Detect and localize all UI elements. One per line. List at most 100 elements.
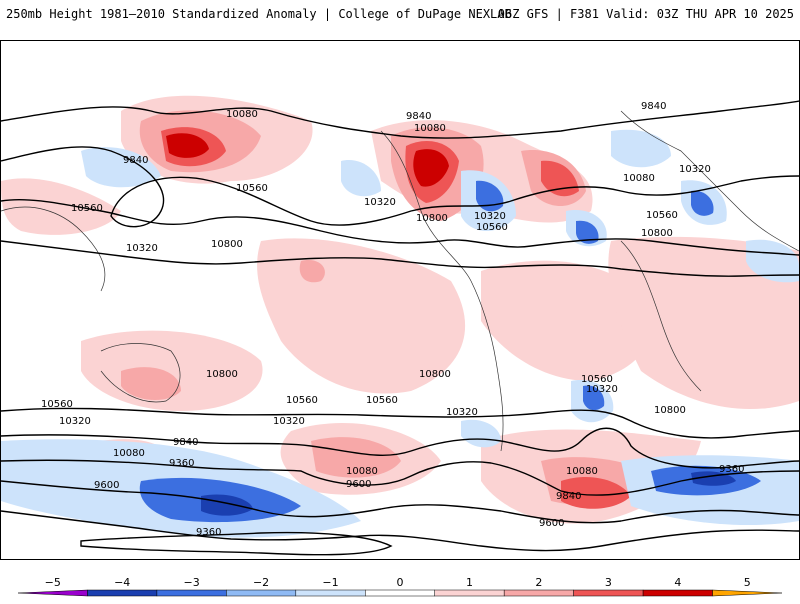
anomaly-region — [81, 147, 161, 188]
contour-label: 10320 — [59, 416, 91, 427]
colorbar-segment — [712, 589, 783, 597]
coastline — [620, 240, 702, 392]
colorbar-segment — [642, 589, 713, 597]
anomaly-region — [413, 149, 449, 187]
colorbar-segment — [295, 589, 366, 597]
anomaly-region — [481, 260, 653, 381]
anomaly-region — [608, 236, 799, 410]
coastlines — [1, 110, 799, 452]
colorbar-svg — [17, 589, 783, 597]
contour-line — [1, 480, 799, 524]
contour-label: 10320 — [126, 243, 158, 254]
anomaly-region — [561, 476, 631, 509]
colorbar-segment — [365, 589, 435, 597]
contour-line — [1, 407, 799, 439]
colorbar-segment — [156, 589, 227, 597]
anomaly-region — [746, 239, 799, 283]
contour-label: 10080 — [566, 466, 598, 477]
colorbar-tick-label: 4 — [674, 576, 682, 589]
height-contours — [1, 100, 799, 556]
contour-label: 9360 — [169, 458, 194, 469]
colorbar-segment — [573, 589, 644, 597]
contour-label: 10080 — [346, 466, 378, 477]
contour-label: 10320 — [586, 384, 618, 395]
colorbar-tick-label: −3 — [183, 576, 200, 589]
contour-label: 10320 — [364, 197, 396, 208]
contour-label: 10800 — [419, 369, 451, 380]
coastline — [1, 206, 106, 292]
contour-label: 9360 — [719, 464, 744, 475]
anomaly-map: 10080 9840 10320 10560 10560 10800 9840 … — [0, 40, 800, 560]
coastline — [100, 343, 181, 403]
anomaly-region — [166, 133, 209, 158]
anomaly-region — [121, 367, 181, 401]
colorbar-tick-label: −5 — [44, 576, 61, 589]
contour-line — [1, 146, 799, 228]
contour-line — [1, 427, 799, 469]
contour-label: 10080 — [623, 173, 655, 184]
contour-label: 10800 — [416, 213, 448, 224]
contour-label: 9600 — [94, 480, 119, 491]
contour-label: 10080 — [414, 123, 446, 134]
contour-label: 10800 — [206, 369, 238, 380]
contour-label: 9840 — [406, 111, 431, 122]
anomaly-region — [299, 260, 325, 283]
map-canvas: 10080 9840 10320 10560 10560 10800 9840 … — [1, 95, 799, 556]
colorbar-segment — [87, 589, 158, 597]
contour-line — [1, 198, 799, 256]
contour-label: 10320 — [679, 164, 711, 175]
colorbar-tick-label: −4 — [114, 576, 131, 589]
colorbar-segment — [17, 589, 88, 597]
anomaly-region — [341, 160, 381, 197]
contour-line — [1, 240, 799, 277]
contour-label: 9360 — [196, 527, 221, 538]
colorbar-tick-label: −1 — [322, 576, 339, 589]
model-run-info: 06Z GFS | F381 Valid: 03Z THU APR 10 202… — [497, 7, 794, 21]
anomaly-region — [1, 178, 121, 235]
contour-label: 9840 — [123, 155, 148, 166]
anomaly-region — [691, 190, 714, 216]
colorbar-tick-label: 0 — [396, 576, 404, 589]
strong-positive-regions — [161, 127, 631, 509]
contour-label: 10320 — [273, 416, 305, 427]
anomaly-region — [583, 385, 605, 411]
contour-label: 9600 — [539, 518, 564, 529]
contour-label: 10560 — [366, 395, 398, 406]
contour-label: 10560 — [476, 222, 508, 233]
contour-label: 10320 — [474, 211, 506, 222]
anomaly-region — [476, 180, 504, 212]
colorbar-segment — [434, 589, 505, 597]
coastline — [380, 130, 504, 452]
contour-label: 10560 — [236, 183, 268, 194]
colorbar-tick-label: 2 — [535, 576, 543, 589]
contour-line — [80, 531, 393, 556]
anomaly-region — [461, 419, 501, 448]
anomaly-region — [311, 437, 401, 478]
contour-line — [1, 510, 799, 552]
colorbar-tick-label: 5 — [743, 576, 751, 589]
colorbar-segments — [17, 589, 783, 597]
coastline — [620, 110, 799, 252]
contour-label: 10800 — [654, 405, 686, 416]
contour-label: 10320 — [446, 407, 478, 418]
map-title: 250mb Height 1981–2010 Standardized Anom… — [6, 7, 512, 21]
contour-label: 9840 — [556, 491, 581, 502]
header: 250mb Height 1981–2010 Standardized Anom… — [0, 0, 800, 30]
contour-label: 10800 — [211, 239, 243, 250]
anomaly-region — [611, 129, 671, 168]
colorbar-segment — [503, 589, 574, 597]
colorbar-tick-label: −2 — [252, 576, 270, 589]
contour-label: 10560 — [286, 395, 318, 406]
contour-labels: 10080 9840 10320 10560 10560 10800 9840 … — [41, 101, 744, 538]
contour-label: 9840 — [173, 437, 198, 448]
contour-line — [1, 100, 799, 139]
contour-label: 10560 — [646, 210, 678, 221]
contour-label: 10560 — [581, 374, 613, 385]
contour-label: 10080 — [113, 448, 145, 459]
contour-label: 9840 — [641, 101, 666, 112]
colorbar-segment — [226, 589, 297, 597]
anomaly-region — [201, 494, 253, 516]
colorbar: −5 −4 −3 −2 −1 0 1 2 3 4 5 — [0, 568, 800, 600]
contour-line — [1, 459, 799, 496]
anomaly-region — [576, 220, 599, 244]
